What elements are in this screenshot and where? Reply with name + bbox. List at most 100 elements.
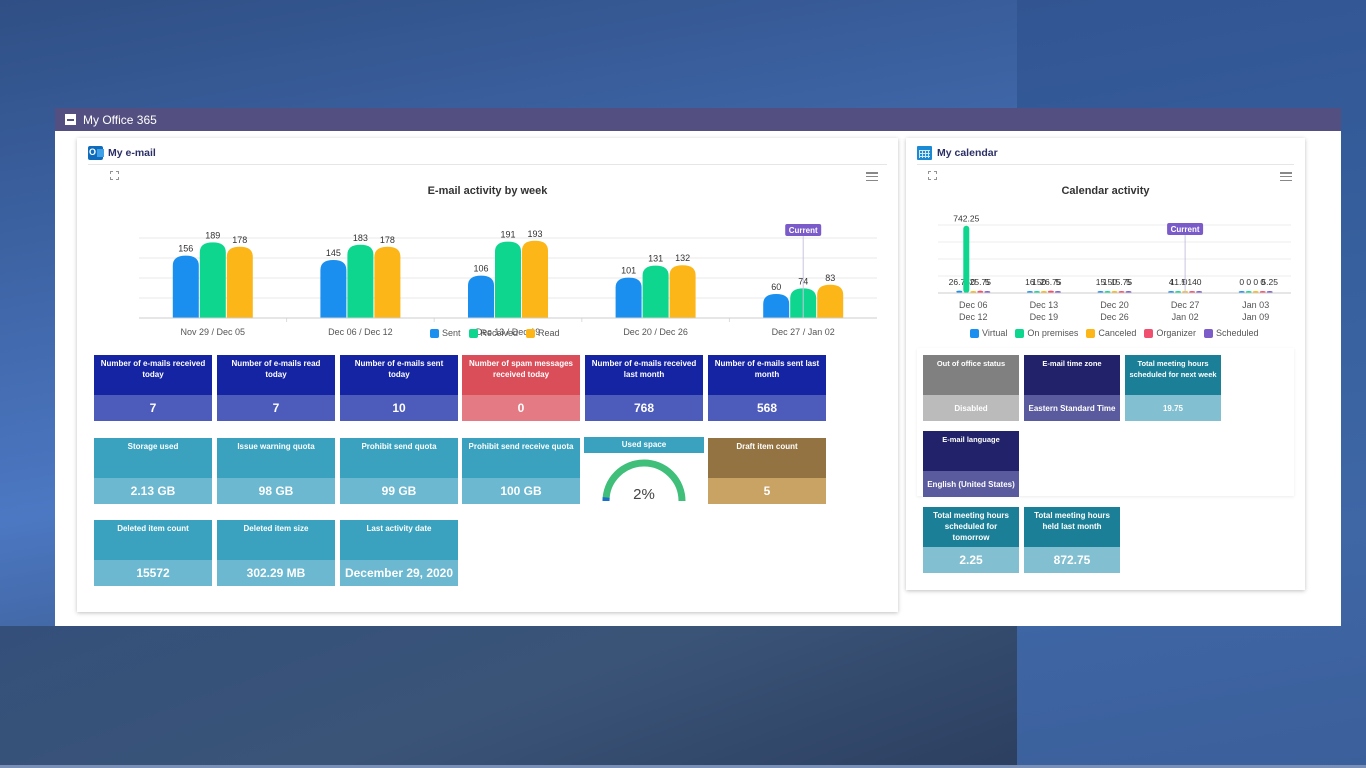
tile-e-mail-time-zone[interactable]: E-mail time zone Eastern Standard Time xyxy=(1023,354,1121,422)
tile-issue-warning-quota[interactable]: Issue warning quota 98 GB xyxy=(216,437,336,505)
bar-received[interactable] xyxy=(495,241,521,318)
tile-value: Disabled xyxy=(923,395,1019,421)
data-label: 0 xyxy=(1239,277,1244,287)
chart-menu-icon[interactable] xyxy=(866,172,878,181)
data-label: 60 xyxy=(771,282,781,292)
tile-number-of-e-mails-received-last-month[interactable]: Number of e-mails received last month 768 xyxy=(584,354,704,422)
bar-read[interactable] xyxy=(817,284,844,318)
legend-item-scheduled[interactable]: Scheduled xyxy=(1203,328,1259,338)
collapse-icon[interactable] xyxy=(65,114,76,125)
bar-sent[interactable] xyxy=(615,277,642,318)
data-label: 15 xyxy=(1032,277,1042,287)
x-tick-label: Nov 29 / Dec 05 xyxy=(181,327,246,337)
legend-label: Scheduled xyxy=(1215,328,1259,338)
data-label: 0 xyxy=(1042,277,1047,287)
data-label: 4 xyxy=(1169,277,1174,287)
legend-item-canceled[interactable]: Canceled xyxy=(1086,328,1136,338)
email-chart-title: E-mail activity by week xyxy=(427,185,548,197)
used-space-gauge: Used space 2% xyxy=(584,437,704,505)
bar-read[interactable] xyxy=(522,240,548,318)
used-space-value: 2% xyxy=(633,486,655,503)
legend-item-received[interactable]: Received xyxy=(468,328,519,338)
bar-sent[interactable] xyxy=(172,255,199,318)
bar-sent[interactable] xyxy=(468,275,494,318)
tile-label: E-mail time zone xyxy=(1024,355,1120,395)
tile-total-meeting-hours-scheduled-for-next-week[interactable]: Total meeting hours scheduled for next w… xyxy=(1124,354,1222,422)
tile-number-of-e-mails-received-today[interactable]: Number of e-mails received today 7 xyxy=(93,354,213,422)
bar-organizer[interactable] xyxy=(977,290,984,293)
legend-item-on-premises[interactable]: On premises xyxy=(1015,328,1078,338)
data-label: 83 xyxy=(825,273,835,283)
used-space-label: Used space xyxy=(584,437,704,453)
calendar-chart-title: Calendar activity xyxy=(1061,185,1150,197)
data-label: 193 xyxy=(527,229,542,239)
tile-last-activity-date[interactable]: Last activity date December 29, 2020 xyxy=(339,519,459,587)
bar-on-premises[interactable] xyxy=(963,225,970,293)
data-label: 189 xyxy=(205,230,220,240)
x-tick-label: Dec 26 xyxy=(1100,312,1129,322)
tile-total-meeting-hours-held-last-month[interactable]: Total meeting hours held last month 872.7… xyxy=(1023,506,1121,574)
tile-deleted-item-count[interactable]: Deleted item count 15572 xyxy=(93,519,213,587)
data-label: 5 xyxy=(1126,277,1131,287)
bar-virtual[interactable] xyxy=(956,290,963,293)
x-tick-label: Dec 19 xyxy=(1030,312,1059,322)
bar-read[interactable] xyxy=(226,246,253,318)
bar-received[interactable] xyxy=(199,242,226,318)
data-label: 106 xyxy=(473,264,488,274)
legend-item-read[interactable]: Read xyxy=(526,328,560,338)
fullscreen-icon[interactable] xyxy=(928,171,937,180)
legend-label: On premises xyxy=(1027,328,1079,338)
legend-item-virtual[interactable]: Virtual xyxy=(970,328,1007,338)
tile-total-meeting-hours-scheduled-for-tomorrow[interactable]: Total meeting hours scheduled for tomorr… xyxy=(922,506,1020,574)
legend-label: Virtual xyxy=(982,328,1008,338)
fullscreen-icon[interactable] xyxy=(110,171,119,180)
bar-received[interactable] xyxy=(642,265,669,318)
tile-prohibit-send-quota[interactable]: Prohibit send quota 99 GB xyxy=(339,437,459,505)
legend-swatch xyxy=(430,328,439,338)
tile-storage-used[interactable]: Storage used 2.13 GB xyxy=(93,437,213,505)
tile-label: Total meeting hours held last month xyxy=(1024,507,1120,547)
tile-number-of-e-mails-sent-today[interactable]: Number of e-mails sent today 10 xyxy=(339,354,459,422)
data-label: 0 xyxy=(1246,277,1251,287)
legend-label: Received xyxy=(480,328,519,338)
tile-deleted-item-size[interactable]: Deleted item size 302.29 MB xyxy=(216,519,336,587)
data-label: 191 xyxy=(500,230,515,240)
tile-value: 7 xyxy=(217,395,335,421)
tile-number-of-e-mails-read-today[interactable]: Number of e-mails read today 7 xyxy=(216,354,336,422)
data-label: 0 xyxy=(971,277,976,287)
tile-value: 302.29 MB xyxy=(217,560,335,586)
tile-number-of-e-mails-sent-last-month[interactable]: Number of e-mails sent last month 568 xyxy=(707,354,827,422)
email-card-title: My e-mail xyxy=(108,146,156,159)
tile-number-of-spam-messages-received-today[interactable]: Number of spam messages received today 0 xyxy=(461,354,581,422)
tile-label: Deleted item size xyxy=(217,520,335,560)
tile-value: English (United States) xyxy=(923,471,1019,497)
x-tick-label: Dec 06 / Dec 12 xyxy=(328,327,393,337)
bar-organizer[interactable] xyxy=(1047,290,1054,293)
tile-value: 10 xyxy=(340,395,458,421)
legend-swatch xyxy=(970,328,979,338)
chart-menu-icon[interactable] xyxy=(1280,172,1292,181)
bar-read[interactable] xyxy=(374,246,401,318)
tile-value: 5 xyxy=(708,478,826,504)
office365-portal: My Office 365 My e-mail E-mail activity … xyxy=(55,108,1341,626)
tile-out-of-office-status[interactable]: Out of office status Disabled xyxy=(922,354,1020,422)
tile-label: Number of e-mails received last month xyxy=(585,355,703,395)
bar-sent[interactable] xyxy=(320,260,347,318)
data-label: 131 xyxy=(648,254,663,264)
bar-read[interactable] xyxy=(669,265,696,318)
x-tick-label: Jan 03 xyxy=(1242,300,1269,310)
data-label: 15 xyxy=(1103,277,1113,287)
tile-e-mail-language[interactable]: E-mail language English (United States) xyxy=(922,430,1020,498)
bar-sent[interactable] xyxy=(763,294,790,318)
portal-header: My Office 365 xyxy=(55,108,1341,131)
legend-item-sent[interactable]: Sent xyxy=(430,328,461,338)
bar-received[interactable] xyxy=(347,244,374,318)
x-tick-label: Dec 27 xyxy=(1171,300,1200,310)
x-tick-label: Dec 20 / Dec 26 xyxy=(623,327,688,337)
data-label: 183 xyxy=(353,233,368,243)
email-activity-chart: 156 189 178 Nov 29 / Dec 05 145 183 178 Dec 06 … xyxy=(139,224,877,337)
tile-prohibit-send-receive-quota[interactable]: Prohibit send receive quota 100 GB xyxy=(461,437,581,505)
legend-item-organizer[interactable]: Organizer xyxy=(1144,328,1196,338)
tile-value: 15572 xyxy=(94,560,212,586)
tile-draft-item-count[interactable]: Draft item count 5 xyxy=(707,437,827,505)
